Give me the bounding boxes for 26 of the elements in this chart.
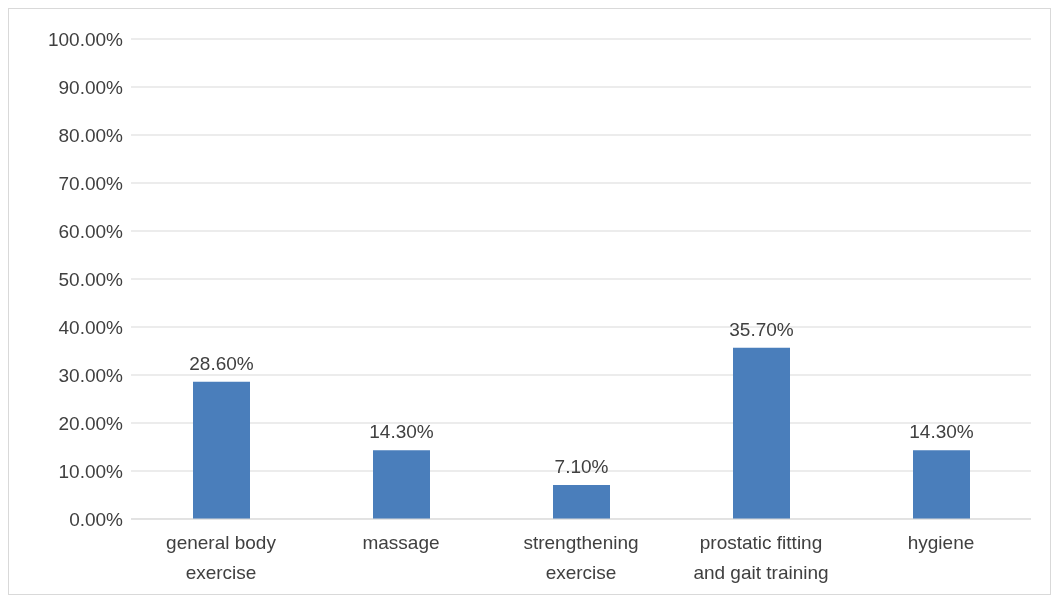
y-tick-label: 70.00% (58, 172, 124, 194)
x-tick-label: strengthening exercise (523, 532, 639, 583)
y-tick-label: 90.00% (58, 76, 124, 98)
data-label: 14.30% (369, 421, 434, 443)
y-tick-label: 30.00% (58, 364, 124, 386)
y-tick-label: 80.00% (58, 124, 124, 146)
y-tick-label: 100.00% (47, 28, 124, 50)
y-tick-label: 50.00% (58, 268, 124, 290)
x-tick-label: prostatic fitting and gait training (693, 532, 829, 583)
bar (553, 484, 610, 519)
bar (373, 450, 430, 519)
y-tick-label: 0.00% (69, 508, 124, 530)
data-label: 14.30% (909, 421, 974, 443)
x-tick-label: general body exercise (166, 532, 277, 583)
y-tick-label: 60.00% (58, 220, 124, 242)
x-tick-label: hygiene (907, 532, 975, 553)
y-tick-label: 40.00% (58, 316, 124, 338)
bar (193, 381, 250, 519)
y-tick-label: 20.00% (58, 412, 124, 434)
x-tick-label: massage (362, 532, 440, 553)
data-label: 28.60% (189, 352, 254, 374)
y-tick-label: 10.00% (58, 460, 124, 482)
bar (913, 450, 970, 519)
data-label: 35.70% (729, 318, 794, 340)
data-label: 7.10% (554, 455, 609, 477)
bar (733, 347, 790, 519)
